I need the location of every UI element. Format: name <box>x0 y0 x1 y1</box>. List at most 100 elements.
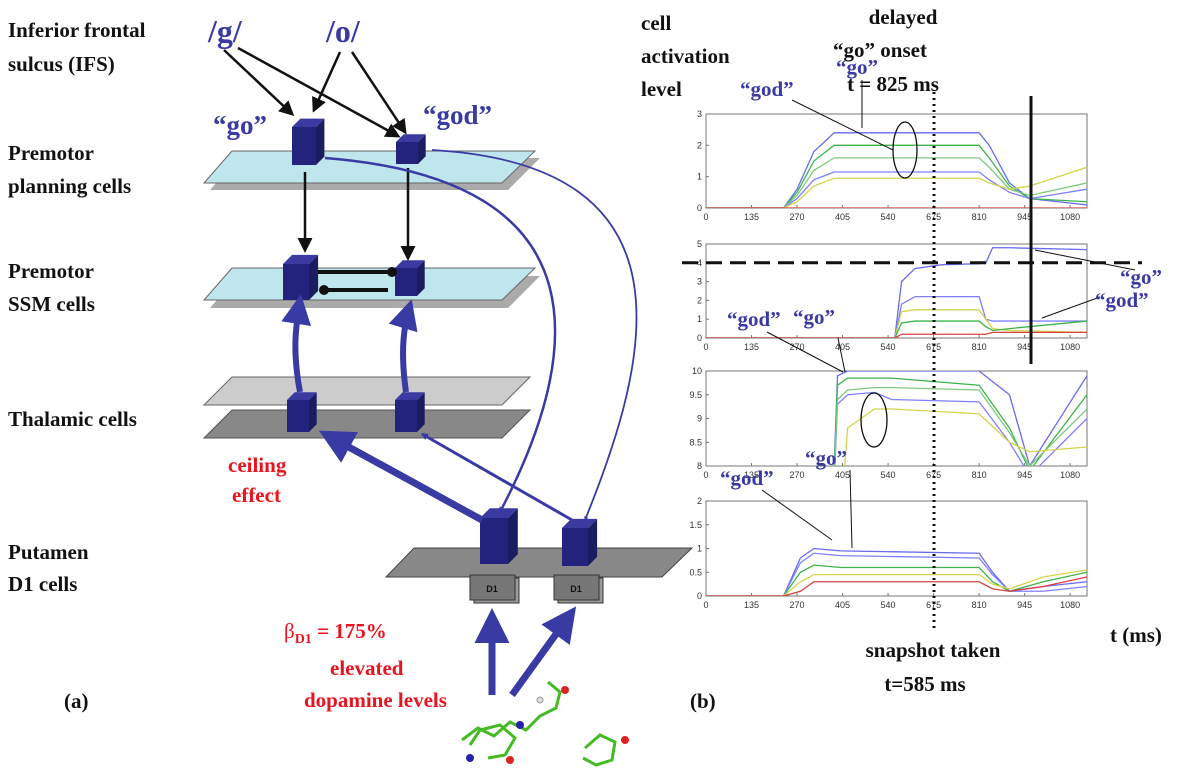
thalamic-plate <box>204 410 530 438</box>
y-tick-label: 10 <box>692 366 702 376</box>
y-tick-label: 1.5 <box>689 520 702 530</box>
dopamine-label: elevated <box>330 656 404 680</box>
atom <box>516 721 524 729</box>
x-tick-label: 135 <box>744 212 759 222</box>
cube-front <box>292 127 316 165</box>
y-tick-label: 5 <box>697 239 702 249</box>
x-tick-label: 0 <box>703 342 708 352</box>
cube-front <box>396 142 418 164</box>
curve-annotation: “god” <box>740 77 794 101</box>
word: “god” <box>423 100 492 130</box>
x-tick-label: 1080 <box>1060 470 1080 480</box>
level-label: sulcus (IFS) <box>8 52 115 76</box>
atom <box>561 686 569 694</box>
level-label: planning cells <box>8 174 131 198</box>
y-label: level <box>641 77 682 101</box>
x-tick-label: 0 <box>703 600 708 610</box>
y-tick-label: 0 <box>697 333 702 343</box>
molecule <box>583 735 615 765</box>
cube-front <box>395 268 417 296</box>
x-tick-label: 405 <box>835 342 850 352</box>
beta-subscript: D1 <box>295 632 312 647</box>
panel-label: (b) <box>690 689 716 713</box>
plates <box>204 151 692 603</box>
putamen-plate <box>386 548 692 577</box>
figure: Inferior frontal sulcus (IFS) Premotor p… <box>0 0 1190 769</box>
curve-annotation: “god” <box>1095 288 1149 312</box>
y-tick-label: 9.5 <box>689 390 702 400</box>
x-tick-label: 405 <box>835 212 850 222</box>
snapshot-note: snapshot taken <box>866 638 1001 662</box>
cube-front <box>287 400 309 432</box>
y-tick-label: 0.5 <box>689 567 702 577</box>
level-label: Thalamic cells <box>8 407 137 431</box>
ceiling-effect: effect <box>232 483 281 507</box>
onset-note: delayed <box>869 5 938 29</box>
cube-front <box>480 518 508 564</box>
curve-annotation: “go” <box>805 446 847 470</box>
level-label: SSM cells <box>8 292 95 316</box>
x-tick-label: 810 <box>972 470 987 480</box>
d1-label: D1 <box>486 584 498 594</box>
x-tick-label: 270 <box>790 212 805 222</box>
snapshot-note: t=585 ms <box>884 672 965 696</box>
atom <box>506 756 514 764</box>
cube-front <box>395 400 417 432</box>
y-tick-label: 2 <box>697 140 702 150</box>
y-tick-label: 3 <box>697 277 702 287</box>
x-tick-label: 1080 <box>1060 342 1080 352</box>
x-tick-label: 540 <box>881 470 896 480</box>
y-tick-label: 2 <box>697 295 702 305</box>
cube-side <box>508 508 518 564</box>
ceiling-effect: ceiling <box>228 453 287 477</box>
arrow <box>512 612 572 695</box>
level-label: Inferior frontal <box>8 18 146 42</box>
phoneme: /g/ <box>207 13 243 49</box>
x-tick-label: 270 <box>790 470 805 480</box>
atom <box>621 736 629 744</box>
arrow <box>422 434 572 520</box>
atom <box>537 697 543 703</box>
x-tick-label: 540 <box>881 600 896 610</box>
level-label: D1 cells <box>8 572 77 596</box>
x-tick-label: 405 <box>835 470 850 480</box>
x-tick-label: 0 <box>703 470 708 480</box>
cube-front <box>283 264 309 300</box>
inhibition-end <box>387 267 397 277</box>
y-tick-label: 2 <box>697 496 702 506</box>
phoneme: /o/ <box>325 13 361 49</box>
curve-annotation: “go” <box>836 55 878 79</box>
x-tick-label: 810 <box>972 600 987 610</box>
y-tick-label: 3 <box>697 109 702 119</box>
x-tick-label: 540 <box>881 212 896 222</box>
x-tick-label: 540 <box>881 342 896 352</box>
y-label: cell <box>641 11 671 35</box>
panel-label: (a) <box>64 689 89 713</box>
y-tick-label: 1 <box>697 314 702 324</box>
inhibition-end <box>319 285 329 295</box>
curve-annotation: “go” <box>1120 265 1162 289</box>
arrow <box>295 300 300 392</box>
dopamine-label: dopamine levels <box>304 688 447 712</box>
beta: βD1 = 175% <box>284 619 387 647</box>
x-tick-label: 405 <box>835 600 850 610</box>
y-label: activation <box>641 44 730 68</box>
y-tick-label: 0 <box>697 591 702 601</box>
curve-annotation: “go” <box>793 305 835 329</box>
x-tick-label: 1080 <box>1060 212 1080 222</box>
x-tick-label: 135 <box>744 342 759 352</box>
curve-annotation: “god” <box>727 307 781 331</box>
x-tick-label: 0 <box>703 212 708 222</box>
y-tick-label: 9 <box>697 414 702 424</box>
level-label: Premotor <box>8 259 94 283</box>
x-tick-label: 945 <box>1017 600 1032 610</box>
y-tick-label: 8 <box>697 461 702 471</box>
y-tick-label: 1 <box>697 544 702 554</box>
x-label: t (ms) <box>1110 623 1162 647</box>
arrow <box>325 434 482 520</box>
thalamic-plate <box>204 377 530 405</box>
x-tick-label: 270 <box>790 600 805 610</box>
level-label: Premotor <box>8 141 94 165</box>
beta-value: = 175% <box>312 619 387 643</box>
d1-label: D1 <box>570 584 582 594</box>
